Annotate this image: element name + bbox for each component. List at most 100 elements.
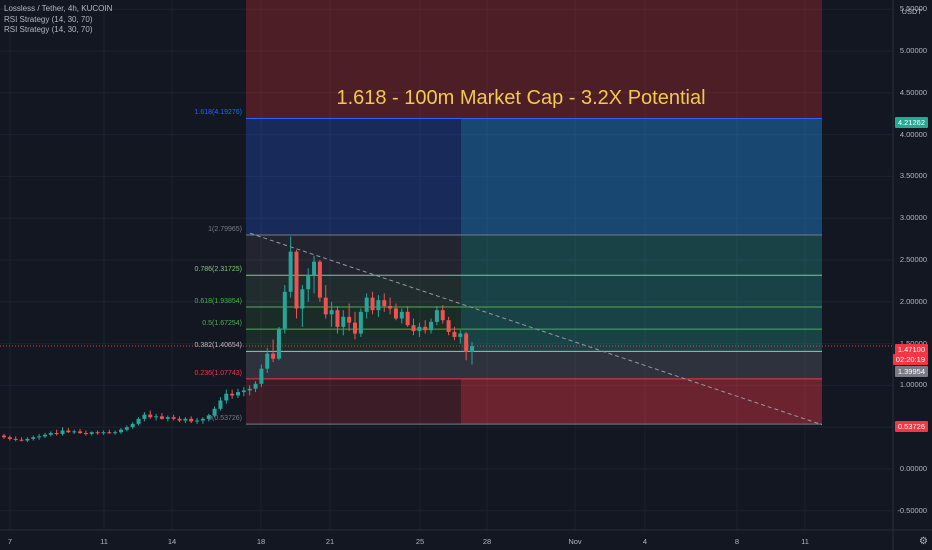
candle-body xyxy=(382,300,387,306)
price-tick-label: 1.50000 xyxy=(900,339,927,348)
candle-body xyxy=(306,275,311,290)
candle-body xyxy=(212,408,217,416)
fib-level-label: 0.618(1.93854) xyxy=(194,297,242,305)
candle-body xyxy=(236,392,240,396)
fib-zone-1 xyxy=(246,234,461,276)
fib-level-label: 0.786(2.31725) xyxy=(194,266,242,274)
time-tick-label: 11 xyxy=(801,537,809,546)
candle-body xyxy=(224,393,229,401)
candle-body xyxy=(329,310,334,315)
candle-body xyxy=(358,311,363,334)
candle-body xyxy=(288,251,293,292)
time-tick-label: 28 xyxy=(482,537,492,546)
candle-body xyxy=(429,321,434,331)
price-tick-label: 2.00000 xyxy=(899,296,927,306)
candle-body xyxy=(446,320,451,332)
candle-body xyxy=(335,310,340,327)
profit-zone xyxy=(461,234,822,352)
candle-body xyxy=(142,414,147,419)
candle-body xyxy=(136,418,141,424)
candle-body xyxy=(247,388,252,391)
target-price-badge: 4.21262 xyxy=(894,117,928,128)
candle-body xyxy=(124,427,129,430)
time-tick-label: 25 xyxy=(415,537,425,546)
candle-body xyxy=(13,438,18,440)
candle-body xyxy=(218,400,223,409)
fib-level-label: 0.5(1.67254) xyxy=(202,320,242,328)
candle-body xyxy=(19,439,24,441)
symbol-title[interactable]: Lossless / Tether, 4h, KUCOIN xyxy=(4,4,113,13)
stop-price-badge: 0.53726 xyxy=(894,421,928,432)
candle-body xyxy=(276,328,281,359)
candle-body xyxy=(31,437,36,439)
trend-line xyxy=(249,232,823,426)
study-legend-rsi-2[interactable]: RSI Strategy (14, 30, 70) xyxy=(4,25,93,34)
price-tick-label: 3.50000 xyxy=(899,171,927,181)
candle-body xyxy=(393,308,398,319)
fib-level-label: 0.382(1.40654) xyxy=(194,342,242,350)
candle-body xyxy=(271,353,276,359)
candle-body xyxy=(159,416,164,419)
candle-body xyxy=(452,331,457,337)
time-tick-label: 11 xyxy=(100,537,108,546)
price-tick-label: 0.00000 xyxy=(899,464,927,473)
candle-body xyxy=(388,305,393,309)
candle-body xyxy=(177,418,182,421)
fib-zone-4 xyxy=(246,351,822,379)
candle-body xyxy=(183,418,188,421)
candle-body xyxy=(48,433,53,435)
time-tick-label: 8 xyxy=(734,537,740,546)
candle-body xyxy=(434,310,439,322)
fib-level-label: 0.236(1.07743) xyxy=(194,369,242,377)
price-tick-label: 1.00000 xyxy=(899,380,927,390)
candle-body xyxy=(37,436,42,438)
candle-body xyxy=(72,431,77,433)
candle-body xyxy=(370,297,375,311)
time-tick-label: 7 xyxy=(7,537,13,546)
price-tick-label: 2.50000 xyxy=(899,255,927,264)
candle-body xyxy=(25,438,30,441)
gear-icon[interactable]: ⚙ xyxy=(919,536,928,547)
stop-zone xyxy=(461,378,822,425)
study-legend-rsi-1[interactable]: RSI Strategy (14, 30, 70) xyxy=(4,14,93,24)
candle-body xyxy=(66,430,71,433)
candle-body xyxy=(42,434,47,437)
candle-body xyxy=(376,300,381,311)
fib-zone-2 xyxy=(246,275,461,307)
candle-body xyxy=(265,353,270,369)
candle-body xyxy=(464,333,469,352)
level-price-badge: 1.39954 xyxy=(894,366,928,377)
time-tick-label: 18 xyxy=(256,537,266,546)
candle-body xyxy=(241,390,246,393)
candle-body xyxy=(364,297,369,312)
time-tick-label: Nov xyxy=(568,537,582,546)
time-tick-label: 14 xyxy=(167,537,177,546)
fib-zone-5 xyxy=(246,378,461,425)
candle-body xyxy=(440,310,445,321)
chart-legend: Lossless / Tether, 4h, KUCOIN RSI Strate… xyxy=(4,4,112,36)
fib-level-label: 1(2.79965) xyxy=(208,225,242,233)
time-tick-label: 4 xyxy=(642,537,648,546)
fib-extension-zone xyxy=(246,118,461,235)
candle-body xyxy=(171,417,176,419)
candle-body xyxy=(259,368,264,384)
candle-body xyxy=(165,417,170,419)
candle-body xyxy=(107,432,112,434)
candle-body xyxy=(294,251,299,309)
price-tick-label: 5.00000 xyxy=(899,46,927,55)
candle-body xyxy=(101,432,106,434)
candle-body xyxy=(148,414,153,418)
candle-body xyxy=(78,431,83,434)
candle-body xyxy=(130,423,135,428)
candle-body xyxy=(470,346,474,352)
candle-body xyxy=(206,415,211,419)
candle-body xyxy=(353,322,357,334)
candle-body xyxy=(154,416,159,418)
candle-body xyxy=(230,393,235,396)
candle-body xyxy=(417,326,422,332)
price-tick-label: 3.00000 xyxy=(899,213,927,223)
candle-body xyxy=(347,316,352,323)
candle-body xyxy=(423,326,428,331)
chart-annotation-text[interactable]: 1.618 - 100m Market Cap - 3.2X Potential xyxy=(336,87,706,109)
